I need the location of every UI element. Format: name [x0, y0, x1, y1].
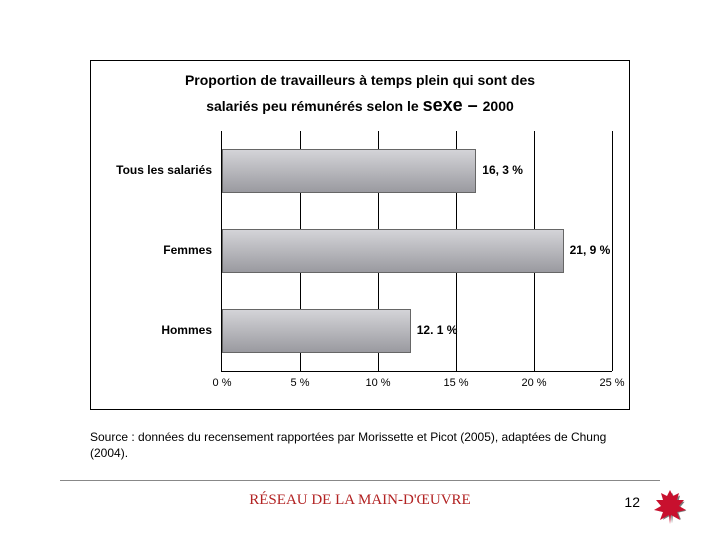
x-tick-label: 0 %	[213, 377, 232, 389]
grid-line	[612, 131, 613, 371]
category-label: Tous les salariés	[92, 163, 212, 177]
logo-maple-leaf	[650, 488, 690, 528]
slide: Proportion de travailleurs à temps plein…	[0, 0, 720, 540]
bar-value-label: 16, 3 %	[482, 163, 523, 177]
page-number: 12	[624, 494, 640, 510]
chart-title-emph: sexe –	[423, 95, 483, 115]
source-text: Source : données du recensement rapporté…	[90, 430, 630, 461]
bar	[222, 309, 411, 353]
category-label: Hommes	[92, 323, 212, 337]
plot-area: 0 %5 %10 %15 %20 %25 %16, 3 %Tous les sa…	[221, 131, 612, 372]
chart-title: Proportion de travailleurs à temps plein…	[91, 71, 629, 118]
x-tick-label: 15 %	[443, 377, 468, 389]
x-tick-label: 5 %	[291, 377, 310, 389]
chart-title-line2-pre: salariés peu rémunérés selon le	[206, 98, 422, 114]
bar	[222, 229, 564, 273]
bar-value-label: 21, 9 %	[570, 243, 611, 257]
chart-title-line2-post: 2000	[483, 98, 514, 114]
footer-divider	[60, 480, 660, 481]
bar-value-label: 12. 1 %	[417, 323, 458, 337]
bar	[222, 149, 476, 193]
chart-frame: Proportion de travailleurs à temps plein…	[90, 60, 630, 410]
footer-text: RÉSEAU DE LA MAIN-D'ŒUVRE	[0, 492, 720, 509]
x-tick-label: 25 %	[599, 377, 624, 389]
category-label: Femmes	[92, 243, 212, 257]
x-tick-label: 20 %	[521, 377, 546, 389]
chart-title-line1: Proportion de travailleurs à temps plein…	[185, 72, 535, 88]
x-tick-label: 10 %	[365, 377, 390, 389]
